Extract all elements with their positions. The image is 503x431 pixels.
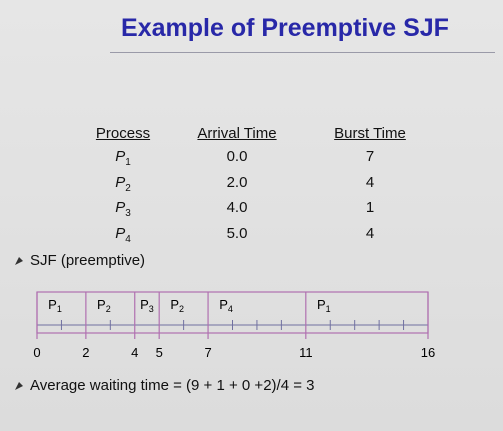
segment-subscript: 1 <box>326 304 331 314</box>
title-rule <box>110 52 495 53</box>
process-subscript: 1 <box>125 157 131 168</box>
bullet-text: Average waiting time = (9 + 1 + 0 +2)/4 … <box>30 377 315 394</box>
process-cell: P4 <box>53 225 193 245</box>
process-name: P <box>115 224 126 242</box>
bullet-icon <box>15 381 23 390</box>
segment-name: P <box>219 297 228 312</box>
process-cell: P3 <box>53 199 193 219</box>
time-label: 4 <box>131 345 138 360</box>
time-label: 7 <box>204 345 211 360</box>
arrival-cell: 5.0 <box>226 224 248 242</box>
bullet-text: SJF (preemptive) <box>30 252 146 269</box>
column-header: Arrival Time <box>197 125 277 142</box>
segment-name: P <box>317 297 326 312</box>
arrival-cell: 0.0 <box>226 148 248 165</box>
burst-cell: 4 <box>365 173 375 191</box>
process-subscript: 2 <box>125 182 131 194</box>
column-header: Process <box>95 125 151 142</box>
segment-name: P <box>97 297 106 312</box>
bullet-icon <box>15 256 23 265</box>
segment-label: P4 <box>219 297 233 314</box>
process-name: P <box>115 148 126 165</box>
segment-subscript: 1 <box>57 304 62 314</box>
process-subscript: 3 <box>125 208 131 219</box>
arrival-cell: 4.0 <box>226 199 248 216</box>
segment-subscript: 2 <box>106 304 111 314</box>
segment-label: P2 <box>97 297 111 314</box>
segment-name: P <box>140 297 149 312</box>
segment-name: P <box>170 297 179 312</box>
burst-cell: 4 <box>365 224 375 242</box>
time-label: 0 <box>33 345 40 360</box>
bullet: SJF (preemptive) <box>14 252 145 269</box>
process-cell: P2 <box>53 174 193 194</box>
time-label: 2 <box>82 345 89 360</box>
slide-title: Example of Preemptive SJF <box>121 14 449 42</box>
segment-subscript: 3 <box>149 304 154 314</box>
time-label: 16 <box>421 345 435 360</box>
column-header: Burst Time <box>334 125 406 142</box>
segment-label: P1 <box>48 297 62 314</box>
process-name: P <box>115 199 126 216</box>
bullet: Average waiting time = (9 + 1 + 0 +2)/4 … <box>14 377 314 394</box>
process-cell: P1 <box>53 148 193 168</box>
process-subscript: 4 <box>125 233 131 245</box>
segment-label: P3 <box>140 297 154 314</box>
time-label: 11 <box>299 345 313 360</box>
burst-cell: 7 <box>365 148 375 165</box>
segment-label: P2 <box>170 297 184 314</box>
segment-subscript: 4 <box>228 304 233 314</box>
process-name: P <box>115 173 126 191</box>
segment-name: P <box>48 297 57 312</box>
segment-label: P1 <box>317 297 331 314</box>
arrival-cell: 2.0 <box>226 173 248 191</box>
burst-cell: 1 <box>365 199 375 216</box>
segment-subscript: 2 <box>179 304 184 314</box>
time-label: 5 <box>156 345 163 360</box>
